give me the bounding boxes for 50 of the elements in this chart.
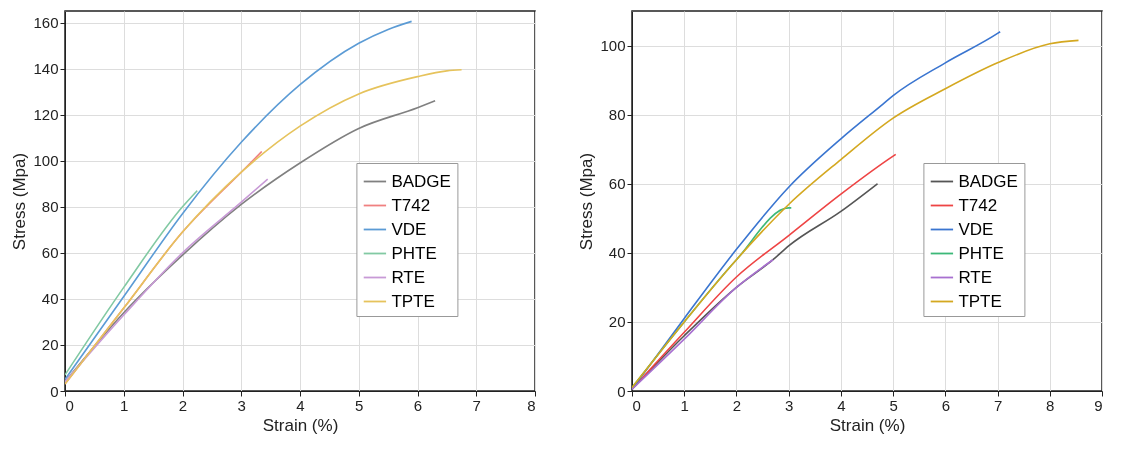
x-tick-label: 7: [993, 396, 1003, 414]
x-tick-label: 8: [1046, 396, 1055, 414]
legend-label: BADGE: [391, 171, 451, 191]
x-tick-label: 6: [941, 396, 951, 414]
x-tick-label: 0: [65, 396, 74, 414]
legend-label: TPTE: [958, 291, 1002, 311]
y-tick-label: 60: [608, 175, 626, 193]
x-axis-title: Strain (%): [262, 415, 339, 435]
y-axis-title: Stress (Mpa): [10, 152, 30, 251]
legend-label: PHTE: [391, 243, 437, 263]
x-tick-label: 5: [889, 396, 898, 414]
legend-label: T742: [391, 195, 431, 215]
y-tick-label: 100: [33, 152, 59, 170]
y-tick-label: 80: [41, 198, 59, 216]
y-tick-label: 60: [41, 244, 59, 262]
y-tick-label: 40: [41, 290, 59, 308]
legend-label: T742: [958, 195, 998, 215]
x-axis-title: Strain (%): [829, 415, 906, 435]
x-tick-label: 2: [732, 396, 742, 414]
x-tick-label: 5: [355, 396, 364, 414]
x-tick-label: 3: [237, 396, 246, 414]
legend-label: BADGE: [958, 171, 1018, 191]
y-tick-label: 120: [33, 106, 59, 124]
x-tick-label: 8: [527, 396, 536, 414]
x-tick-label: 6: [413, 396, 423, 414]
x-tick-label: 0: [632, 396, 641, 414]
legend-label: RTE: [391, 267, 426, 287]
x-tick-label: 4: [296, 396, 305, 414]
legend-label: VDE: [391, 219, 427, 239]
y-tick-label: 20: [608, 313, 626, 331]
x-tick-label: 7: [472, 396, 481, 414]
x-tick-label: 3: [784, 396, 794, 414]
x-tick-label: 1: [120, 396, 129, 414]
y-tick-label: 80: [608, 106, 626, 124]
legend-label: RTE: [958, 267, 993, 287]
legend-label: VDE: [958, 219, 994, 239]
y-tick-label: 0: [617, 382, 626, 400]
x-tick-label: 4: [837, 396, 846, 414]
y-tick-label: 160: [33, 14, 59, 32]
y-tick-label: 0: [50, 382, 59, 400]
y-tick-label: 20: [41, 336, 59, 354]
y-tick-label: 40: [608, 244, 626, 262]
y-tick-label: 100: [600, 37, 626, 55]
x-tick-label: 1: [680, 396, 689, 414]
y-tick-label: 140: [33, 60, 59, 78]
legend-label: TPTE: [391, 291, 435, 311]
y-axis-title: Stress (Mpa): [577, 152, 597, 251]
x-tick-label: 9: [1094, 396, 1103, 414]
legend-label: PHTE: [958, 243, 1004, 263]
x-tick-label: 2: [178, 396, 188, 414]
